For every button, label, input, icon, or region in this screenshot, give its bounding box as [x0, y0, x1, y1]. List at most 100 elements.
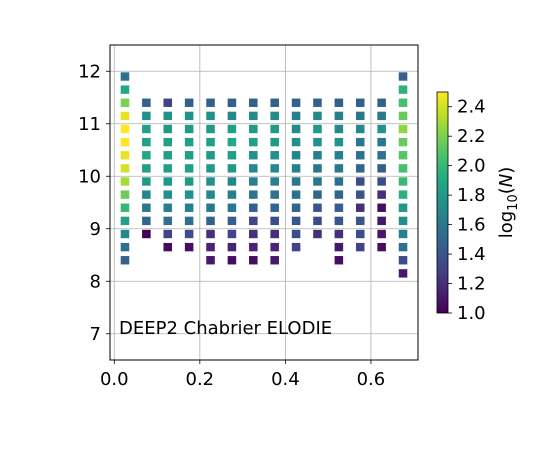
heatmap-cell — [120, 98, 130, 107]
heatmap-cell — [398, 269, 408, 278]
heatmap-cell — [163, 229, 173, 239]
heatmap-cell — [163, 203, 173, 212]
heatmap-cell — [270, 137, 279, 147]
heatmap-cell — [398, 151, 408, 160]
heatmap-cell — [120, 151, 130, 160]
heatmap-cell — [142, 216, 151, 226]
heatmap-cell — [270, 98, 279, 107]
heatmap-cell — [270, 111, 279, 121]
heatmap-cell — [163, 177, 173, 186]
heatmap-cell — [355, 216, 365, 226]
colorbar-tick-label: 1.0 — [457, 303, 486, 324]
heatmap-cell — [334, 229, 344, 239]
y-tick-label: 9 — [90, 219, 101, 240]
heatmap-cell — [120, 124, 130, 134]
heatmap-cell — [249, 256, 258, 265]
heatmap-cell — [206, 124, 215, 134]
heatmap-cell — [249, 203, 258, 212]
heatmap-cell — [206, 98, 215, 107]
heatmap-cell — [120, 164, 130, 173]
heatmap-cell — [120, 177, 130, 186]
heatmap-cell — [206, 203, 215, 212]
heatmap-cell — [334, 203, 344, 212]
y-tick-label: 12 — [78, 61, 101, 82]
heatmap-cell — [163, 98, 173, 107]
heatmap-cell — [206, 177, 215, 186]
heatmap-cell — [291, 177, 301, 186]
heatmap-cell — [377, 164, 386, 173]
heatmap-cell — [184, 203, 194, 212]
heatmap-cell — [398, 216, 408, 226]
y-tick-label: 11 — [78, 114, 101, 135]
heatmap-cell — [120, 256, 130, 265]
axis-ticks: 0.0 0.2 0.4 0.6 7 8 9 10 11 12 — [78, 61, 385, 390]
colorbar: 1.0 1.2 1.4 1.6 1.8 2.0 2.2 2.4 log10(N) — [436, 91, 521, 324]
heatmap-cell — [184, 151, 194, 160]
y-tick-label: 8 — [90, 271, 101, 292]
heatmap-cell — [313, 137, 322, 147]
heatmap-cell — [227, 124, 237, 134]
heatmap-cell — [249, 242, 258, 252]
heatmap-cell — [270, 124, 279, 134]
heatmap-cell — [120, 111, 130, 121]
heatmap-cell — [355, 124, 365, 134]
heatmap-cell — [206, 164, 215, 173]
heatmap-cell — [227, 216, 237, 226]
heatmap-cell — [142, 111, 151, 121]
heatmap-cell — [163, 137, 173, 147]
colorbar-frame — [436, 91, 449, 314]
heatmap-cell — [377, 151, 386, 160]
heatmap-cell — [334, 151, 344, 160]
heatmap-cells — [120, 72, 408, 278]
heatmap-cell — [120, 242, 130, 252]
heatmap-cell — [334, 164, 344, 173]
heatmap-cell — [227, 177, 237, 186]
heatmap-cell — [249, 151, 258, 160]
heatmap-cell — [291, 137, 301, 147]
grid — [110, 45, 418, 360]
heatmap-cell — [270, 256, 279, 265]
heatmap-cell — [142, 229, 151, 239]
heatmap-cell — [184, 164, 194, 173]
heatmap-cell — [142, 203, 151, 212]
heatmap-cell — [249, 124, 258, 134]
heatmap-cell — [334, 242, 344, 252]
heatmap-cell — [120, 72, 130, 81]
colorbar-tick-label: 1.8 — [457, 185, 486, 206]
heatmap-cell — [249, 98, 258, 107]
heatmap-cell — [206, 242, 215, 252]
heatmap-cell — [334, 177, 344, 186]
heatmap-cell — [206, 151, 215, 160]
plot-frame — [109, 44, 419, 361]
heatmap-cell — [249, 111, 258, 121]
heatmap-cell — [398, 98, 408, 107]
colorbar-gradient — [437, 92, 448, 313]
y-tick-label: 10 — [78, 166, 101, 187]
heatmap-cell — [142, 177, 151, 186]
heatmap-cell — [355, 203, 365, 212]
heatmap-cell — [206, 229, 215, 239]
heatmap-cell — [355, 111, 365, 121]
heatmap-cell — [184, 111, 194, 121]
colorbar-tick-label: 2.2 — [457, 126, 486, 147]
heatmap-cell — [142, 124, 151, 134]
heatmap-cell — [377, 177, 386, 186]
heatmap-cell — [398, 242, 408, 252]
heatmap-cell — [377, 203, 386, 212]
colorbar-tick-label: 1.2 — [457, 274, 486, 295]
heatmap-cell — [163, 242, 173, 252]
heatmap-cell — [291, 111, 301, 121]
heatmap-cell — [377, 242, 386, 252]
heatmap-cell — [249, 229, 258, 239]
heatmap-cell — [355, 151, 365, 160]
heatmap-cell — [142, 190, 151, 199]
heatmap-cell — [398, 177, 408, 186]
heatmap-cell — [334, 111, 344, 121]
heatmap-cell — [398, 229, 408, 239]
heatmap-cell — [398, 111, 408, 121]
heatmap-cell — [249, 164, 258, 173]
heatmap-cell — [291, 164, 301, 173]
heatmap-cell — [184, 98, 194, 107]
heatmap-cell — [291, 229, 301, 239]
heatmap-cell — [270, 151, 279, 160]
